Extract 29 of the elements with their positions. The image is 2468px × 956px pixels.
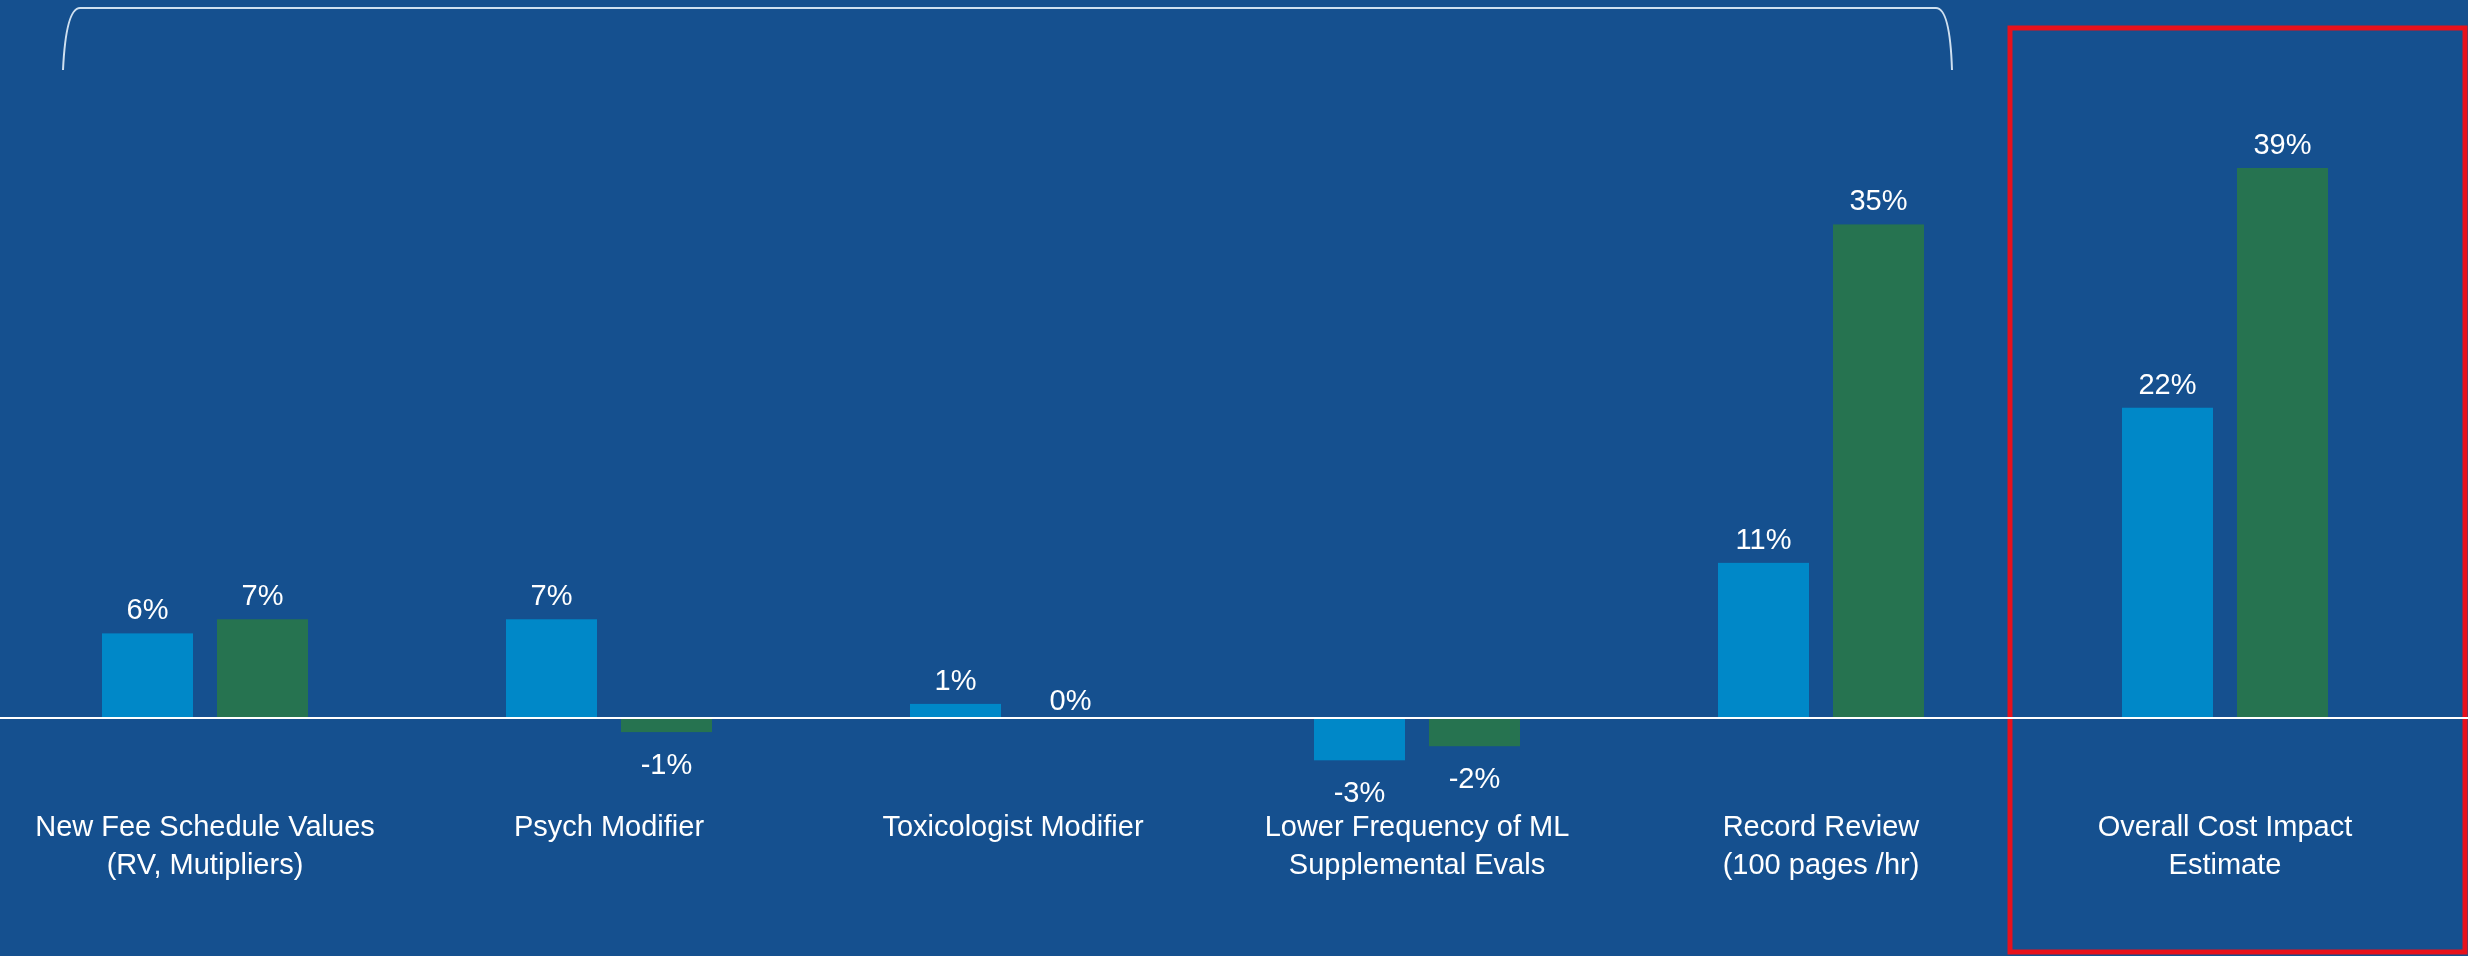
data-label: 0% [1049, 684, 1092, 716]
data-label: 6% [126, 593, 169, 626]
data-label: -3% [1333, 776, 1386, 809]
x-tick-label: Toxicologist Modifier [882, 810, 1144, 842]
bar [621, 718, 712, 733]
x-tick-label: Psych Modifier [513, 810, 705, 842]
x-tick-label: Lower Frequency of ML Supplemental Evals [1264, 810, 1570, 880]
data-label: 1% [934, 663, 977, 696]
bar [2237, 168, 2328, 718]
data-label: 7% [241, 579, 284, 612]
data-label: -1% [640, 748, 693, 781]
bar [1833, 224, 1924, 718]
bar [217, 619, 308, 718]
data-label: 7% [530, 579, 573, 612]
bar [102, 633, 193, 718]
data-label: 11% [1735, 522, 1792, 555]
bar [1314, 718, 1405, 761]
x-tick-label: New Fee Schedule Values (RV, Mutipliers) [35, 810, 375, 880]
data-label: 35% [1849, 184, 1908, 217]
data-label: -2% [1448, 762, 1501, 795]
bar [2122, 407, 2213, 718]
x-tick-label: Overall Cost Impact Estimate [2097, 810, 2353, 880]
bar [506, 619, 597, 718]
x-tick-label: Record Review (100 pages /hr) [1722, 810, 1921, 880]
bar [1429, 718, 1520, 747]
bar [1718, 562, 1809, 718]
data-label: 39% [2253, 128, 2312, 160]
bar [910, 703, 1001, 718]
data-label: 22% [2138, 367, 2197, 400]
